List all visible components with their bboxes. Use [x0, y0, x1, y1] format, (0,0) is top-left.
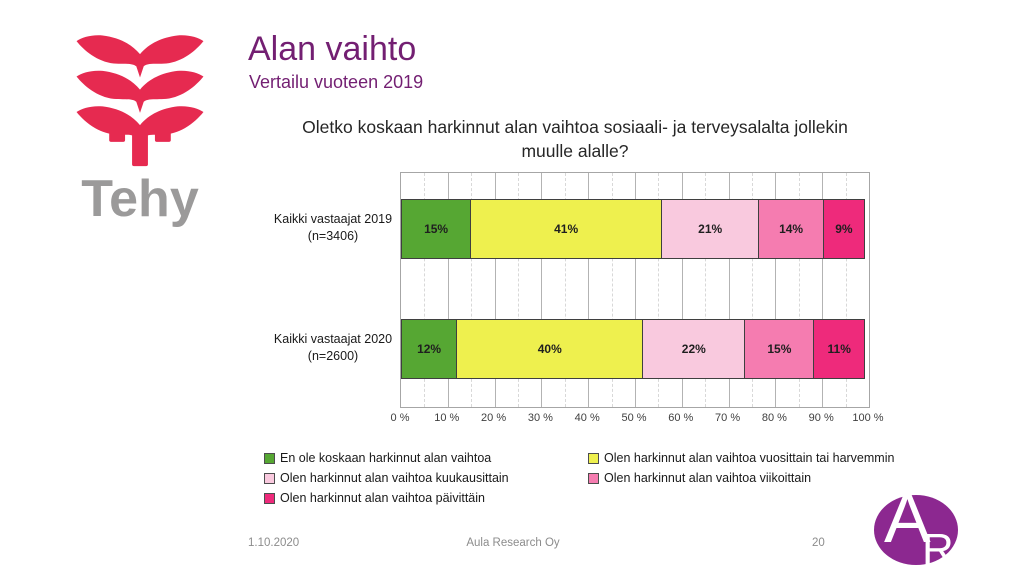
footer-source: Aula Research Oy	[466, 537, 560, 549]
x-tick-label: 10 %	[434, 412, 460, 424]
x-tick-label: 50 %	[621, 412, 647, 424]
bar-segment: 15%	[401, 199, 472, 259]
bar-segment: 14%	[758, 199, 824, 259]
gridline-major	[541, 173, 543, 407]
legend-label: Olen harkinnut alan vaihtoa vuosittain t…	[604, 451, 895, 465]
x-tick-label: 60 %	[668, 412, 694, 424]
gridline-minor	[611, 173, 613, 407]
aula-research-logo: A R	[866, 479, 970, 576]
legend-item: En ole koskaan harkinnut alan vaihtoa	[264, 451, 491, 465]
bar-segment: 12%	[401, 319, 458, 379]
gridline-major	[775, 173, 777, 407]
page-title: Alan vaihto	[248, 30, 417, 68]
tehy-logo: Tehy	[68, 28, 212, 225]
gridline-major	[681, 173, 683, 407]
ar-logo-letter-r: R	[922, 525, 954, 572]
bar-segment: 9%	[822, 199, 865, 259]
x-tick-label: 70 %	[715, 412, 741, 424]
plot-area: 15% 41% 21% 14% 9% 12% 40% 22% 15% 11%	[400, 172, 870, 408]
gridline-minor	[752, 173, 753, 407]
gridline-major	[447, 173, 449, 407]
bar-segment: 22%	[642, 319, 746, 379]
legend-item: Olen harkinnut alan vaihtoa päivittäin	[264, 491, 485, 505]
gridline-minor	[798, 173, 800, 407]
bar-segment: 40%	[456, 319, 644, 379]
legend-item: Olen harkinnut alan vaihtoa vuosittain t…	[588, 451, 894, 465]
stacked-bar: 15% 41% 21% 14% 9%	[401, 199, 869, 259]
legend-swatch-icon	[588, 472, 599, 484]
legend-swatch-icon	[264, 452, 275, 464]
gridline-major	[822, 173, 824, 407]
gridline-major	[635, 173, 636, 407]
gridline-major	[494, 173, 496, 407]
gridline-major	[728, 173, 730, 407]
legend-label: Olen harkinnut alan vaihtoa kuukausittai…	[280, 471, 509, 485]
category-label: Kaikki vastaajat 2019 (n=3406)	[273, 212, 393, 243]
gridline-minor	[658, 173, 660, 407]
tehy-emblem-icon	[76, 35, 204, 167]
legend-item: Olen harkinnut alan vaihtoa kuukausittai…	[264, 471, 509, 485]
gridline-major	[588, 173, 590, 407]
x-tick-label: 80 %	[761, 412, 787, 424]
gridline-minor	[564, 173, 566, 407]
legend-label: Olen harkinnut alan vaihtoa päivittäin	[280, 491, 485, 505]
ar-logo-icon: A R	[874, 479, 958, 574]
legend-label: En ole koskaan harkinnut alan vaihtoa	[280, 451, 492, 465]
ar-logo-letter-a: A	[884, 480, 931, 557]
bar-segment: 41%	[470, 199, 663, 259]
category-label: Kaikki vastaajat 2020 (n=2600)	[273, 332, 393, 363]
legend-label: Olen harkinnut alan vaihtoa viikoittain	[604, 471, 812, 485]
gridline-minor	[705, 173, 707, 407]
x-tick-label: 100 %	[852, 412, 884, 424]
legend-swatch-icon	[264, 492, 275, 504]
x-tick-label: 20 %	[481, 412, 507, 424]
legend-item: Olen harkinnut alan vaihtoa viikoittain	[588, 471, 811, 485]
gridline-minor	[424, 173, 426, 407]
bar-segment: 21%	[661, 199, 760, 259]
footer-page-number: 20	[812, 537, 825, 549]
stacked-bar: 12% 40% 22% 15% 11%	[401, 319, 869, 379]
gridline-minor	[518, 173, 519, 407]
bar-segment: 11%	[813, 319, 865, 379]
legend-swatch-icon	[588, 452, 599, 464]
bar-segment: 15%	[744, 319, 815, 379]
page-subtitle: Vertailu vuoteen 2019	[249, 72, 424, 92]
legend-swatch-icon	[264, 472, 275, 484]
x-tick-label: 0 %	[390, 412, 410, 424]
gridline-minor	[471, 173, 473, 407]
chart-title: Oletko koskaan harkinnut alan vaihtoa so…	[302, 117, 848, 161]
x-tick-label: 30 %	[527, 412, 553, 424]
tehy-logo-text: Tehy	[81, 170, 199, 228]
x-tick-label: 40 %	[574, 412, 600, 424]
x-tick-label: 90 %	[808, 412, 834, 424]
gridline-minor	[845, 173, 847, 407]
footer-date: 1.10.2020	[248, 537, 300, 549]
